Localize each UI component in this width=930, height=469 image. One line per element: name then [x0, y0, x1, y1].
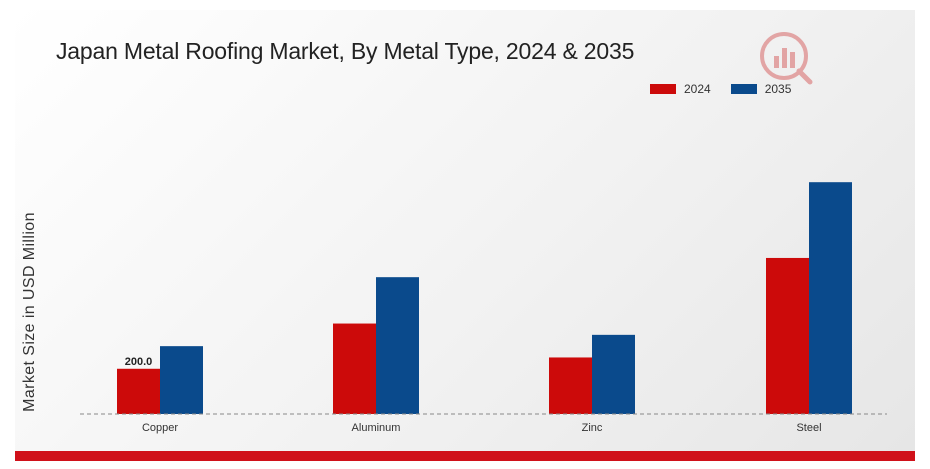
- legend-item-2024: 2024: [650, 82, 711, 96]
- x-tick-label-steel: Steel: [796, 422, 821, 434]
- bar-2024-aluminum: [333, 323, 376, 414]
- bar-2035-steel: [809, 182, 852, 414]
- legend-label-2035: 2035: [764, 82, 792, 96]
- bar-2035-zinc: [592, 334, 635, 414]
- x-tick-label-aluminum: Aluminum: [352, 422, 401, 434]
- legend: 2024 2035: [650, 80, 811, 98]
- data-label: 200.0: [125, 356, 153, 368]
- bar-2024-steel: [766, 257, 809, 414]
- legend-label-2024: 2024: [684, 82, 711, 96]
- chart-title: Japan Metal Roofing Market, By Metal Typ…: [56, 38, 635, 64]
- x-tick-label-copper: Copper: [142, 422, 178, 434]
- bar-2035-aluminum: [376, 277, 419, 414]
- bar-2024-copper: [117, 368, 160, 414]
- bar-2035-copper: [160, 346, 203, 414]
- legend-item-2035: 2035: [730, 82, 792, 96]
- x-tick-label-zinc: Zinc: [582, 422, 603, 434]
- chart-logo-watermark-icon: [760, 32, 813, 85]
- bottom-accent-bar: [15, 451, 915, 461]
- legend-swatch-2024: [650, 84, 676, 94]
- bar-2024-zinc: [549, 357, 592, 414]
- legend-swatch-2035: [730, 84, 757, 94]
